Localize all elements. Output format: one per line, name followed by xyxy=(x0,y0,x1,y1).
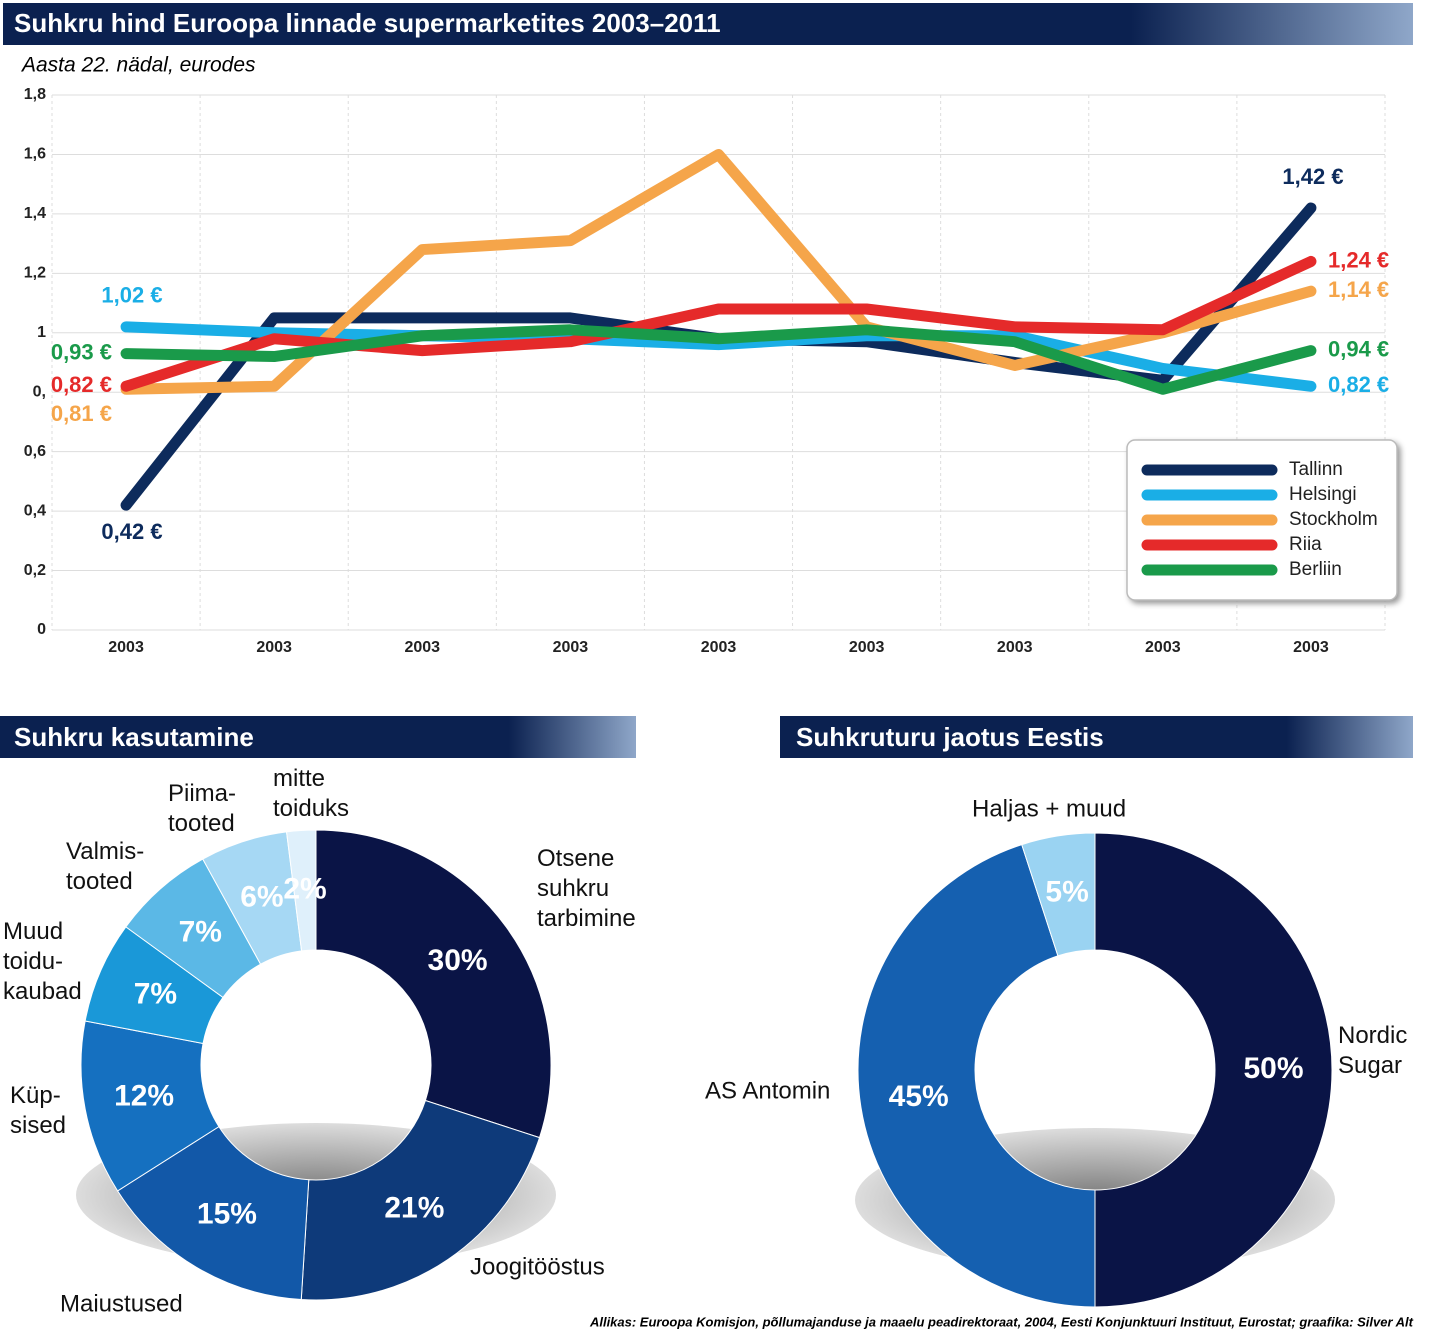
legend-label: Helsingi xyxy=(1289,484,1357,505)
legend-label: Riia xyxy=(1289,534,1322,555)
source: Allikas: Euroopa Komisjon, põllumajandus… xyxy=(589,1314,1414,1329)
slice xyxy=(116,1125,310,1301)
category-label: Otsene suhkru tarbimine xyxy=(537,845,636,932)
category-label: Piima-tooted xyxy=(168,780,236,837)
value-label: 7% xyxy=(179,916,222,949)
value-label: 15% xyxy=(197,1198,257,1231)
x-tick-label: 2003 xyxy=(1145,639,1181,656)
value-label: 0,82 € xyxy=(1328,372,1389,397)
slice xyxy=(1021,832,1096,957)
slice xyxy=(300,1099,541,1301)
y-tick-label: 0, xyxy=(33,383,46,400)
value-label: 45% xyxy=(889,1080,949,1113)
slice xyxy=(315,829,552,1139)
line xyxy=(120,324,1317,395)
slice xyxy=(1094,832,1333,1308)
value-label: 50% xyxy=(1243,1052,1303,1085)
x-tick-label: 2003 xyxy=(997,639,1033,656)
category-label: Muud toidu-kaubad xyxy=(3,918,82,1005)
y-tick-label: 1,2 xyxy=(24,265,46,282)
title-bar xyxy=(780,716,1413,758)
slice xyxy=(857,843,1096,1308)
value-label: 1,42 € xyxy=(1282,164,1343,189)
subtitle: Aasta 22. nädal, eurodes xyxy=(20,54,256,77)
y-tick-label: 1,8 xyxy=(24,86,46,103)
value-label: 1,14 € xyxy=(1328,277,1389,302)
value-label: 30% xyxy=(428,944,488,977)
y-tick-label: 1,6 xyxy=(24,146,46,163)
slice xyxy=(285,829,317,952)
chart-title: Suhkru hind Euroopa linnade supermarketi… xyxy=(14,8,721,38)
value-label: 12% xyxy=(114,1080,174,1113)
y-tick-label: 0 xyxy=(37,621,46,638)
legend-label: Berliin xyxy=(1289,559,1342,580)
y-tick-label: 1 xyxy=(37,324,46,341)
chart-title: Suhkruturu jaotus Eestis xyxy=(796,722,1104,752)
category-label: Joogitööstus xyxy=(470,1253,605,1280)
title-bar xyxy=(0,716,636,758)
value-label: 0,93 € xyxy=(51,339,112,364)
y-tick-label: 0,4 xyxy=(24,502,46,519)
value-label: 1,02 € xyxy=(101,283,162,308)
value-label: 1,24 € xyxy=(1328,247,1389,272)
y-tick-label: 0,6 xyxy=(24,443,46,460)
category-label: mitte toiduks xyxy=(273,765,349,822)
value-label: 5% xyxy=(1045,876,1088,909)
chart-title: Suhkru kasutamine xyxy=(14,722,254,752)
category-label: Küp-sised xyxy=(10,1082,66,1139)
x-tick-label: 2003 xyxy=(256,639,292,656)
value-label: 2% xyxy=(283,872,326,905)
legend-label: Stockholm xyxy=(1289,509,1378,530)
value-label: 0,94 € xyxy=(1328,336,1389,361)
x-tick-label: 2003 xyxy=(849,639,885,656)
y-tick-label: 1,4 xyxy=(24,205,46,222)
legend-label: Tallinn xyxy=(1289,459,1343,480)
x-tick-label: 2003 xyxy=(1293,639,1329,656)
value-label: 0,81 € xyxy=(51,401,112,426)
line xyxy=(120,255,1317,392)
title-bar xyxy=(3,3,1413,45)
value-label: 0,42 € xyxy=(101,519,162,544)
y-tick-label: 0,2 xyxy=(24,562,46,579)
x-tick-label: 2003 xyxy=(404,639,440,656)
x-tick-label: 2003 xyxy=(108,639,144,656)
category-label: Maiustused xyxy=(60,1290,183,1317)
value-label: 0,82 € xyxy=(51,372,112,397)
category-label: Haljas + muud xyxy=(972,795,1126,822)
category-label: Nordic Sugar xyxy=(1338,1022,1407,1079)
category-label: Valmis-tooted xyxy=(66,838,144,895)
value-label: 6% xyxy=(240,880,283,913)
category-label: AS Antomin xyxy=(705,1077,830,1104)
x-tick-label: 2003 xyxy=(701,639,737,656)
x-tick-label: 2003 xyxy=(553,639,589,656)
value-label: 7% xyxy=(134,977,177,1010)
value-label: 21% xyxy=(384,1192,444,1225)
